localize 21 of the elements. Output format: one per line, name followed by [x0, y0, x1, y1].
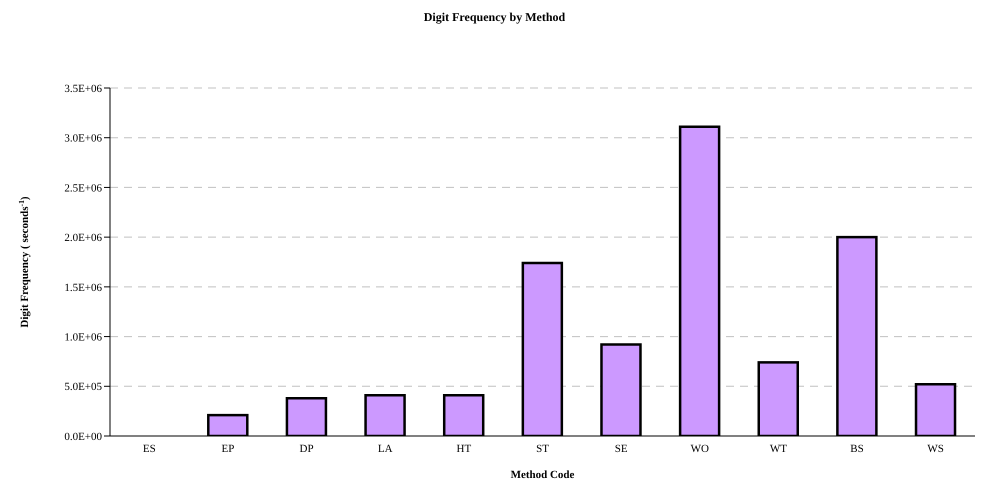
x-tick-label: DP	[300, 442, 314, 455]
x-tick-label: EP	[222, 442, 234, 455]
x-tick-label: SE	[614, 442, 628, 455]
y-tick-label: 0.0E+00	[64, 430, 102, 443]
y-tick-label: 1.5E+06	[64, 282, 102, 294]
x-tick-label: WT	[770, 442, 788, 455]
y-tick-label: 2.0E+06	[64, 232, 102, 244]
y-tick-label: 2.5E+06	[64, 182, 102, 194]
y-tick-label: 5.0E+05	[64, 381, 102, 394]
y-tick-label: 3.5E+06	[64, 82, 102, 95]
x-tick-label: ES	[142, 442, 156, 455]
x-tick-label: BS	[850, 442, 864, 455]
x-tick-label: WS	[927, 442, 944, 455]
chart-title: Digit Frequency by Method	[422, 10, 566, 25]
y-tick-label: 1.0E+06	[64, 331, 102, 344]
x-tick-label: ST	[536, 442, 550, 455]
x-tick-label: WO	[690, 442, 709, 455]
x-tick-label: LA	[378, 442, 393, 455]
x-axis-title: Method Code	[510, 469, 575, 481]
x-tick-label: HT	[456, 442, 472, 455]
y-tick-label: 3.0E+06	[64, 132, 102, 145]
